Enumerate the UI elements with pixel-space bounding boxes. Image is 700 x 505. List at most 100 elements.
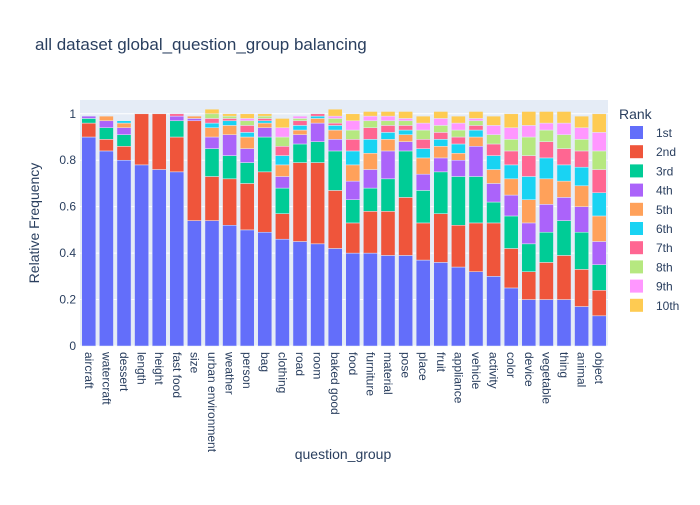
bar-segment	[415, 115, 431, 124]
bar-segment	[380, 132, 396, 140]
bar-segment	[204, 122, 220, 128]
bar-segment	[574, 150, 589, 168]
legend-item-label: 4th	[656, 184, 673, 198]
bar-segment	[239, 120, 255, 126]
bar-segment	[503, 178, 519, 196]
x-tick-label: watercraft	[99, 351, 113, 405]
legend[interactable]: Rank 1st 2nd 3rd 4th 5th 6th 7th 8th 9th 10th	[619, 106, 679, 313]
bar-segment	[257, 115, 273, 119]
bar-segment	[204, 148, 220, 177]
bar-segment	[327, 122, 343, 126]
bar-segment	[556, 180, 572, 198]
bar-segment	[433, 125, 449, 133]
legend-item-label: 1st	[656, 126, 673, 140]
bar-segment	[310, 115, 325, 119]
bar-segment	[521, 199, 537, 224]
bar-segment	[486, 169, 501, 184]
bar-segment	[486, 155, 501, 170]
chart-title: all dataset global_question_group balanc…	[35, 35, 367, 54]
bar-segment	[363, 139, 378, 154]
bar-segment	[556, 220, 572, 256]
bar-segment	[310, 162, 325, 245]
bar-segment	[503, 139, 519, 152]
bar-segment	[239, 183, 255, 231]
bar-segment	[415, 148, 431, 159]
bar-segment	[415, 129, 431, 140]
bar-segment	[275, 238, 290, 347]
x-tick-label: size	[187, 352, 201, 374]
bar-segment	[556, 122, 572, 135]
bar-segment	[380, 115, 396, 122]
bar-segment	[99, 150, 114, 347]
bar-segment	[327, 248, 343, 347]
bar-segment	[239, 229, 255, 347]
x-tick-label: pose	[399, 352, 413, 378]
bar-segment	[204, 220, 220, 347]
bar-segment	[222, 120, 237, 126]
bar-segment	[345, 252, 361, 347]
bar-segment	[380, 139, 396, 152]
bar-segment	[380, 255, 396, 347]
bar-segment	[81, 122, 97, 138]
x-tick-label: thing	[557, 352, 571, 378]
bar-segment	[556, 164, 572, 182]
bar-segment	[591, 132, 607, 152]
legend-item-label: 9th	[656, 280, 673, 294]
bar-segment	[521, 155, 537, 177]
plot-area	[80, 100, 608, 346]
bar-segment	[398, 129, 413, 135]
bar-segment	[257, 171, 273, 233]
bar-segment	[486, 222, 501, 277]
bar-segment	[222, 113, 237, 117]
bar-segment	[275, 127, 290, 138]
bar-segment	[151, 113, 167, 170]
y-tick-label: 0.4	[59, 246, 76, 260]
bar-segment	[521, 222, 537, 245]
bar-segment	[345, 180, 361, 200]
bar-segment	[239, 113, 255, 119]
bar-segment	[222, 115, 237, 119]
bar-segment	[574, 306, 589, 347]
bar-segment	[310, 122, 325, 142]
bar-segment	[169, 120, 185, 138]
bar-segment	[292, 118, 308, 122]
bar-segment	[380, 150, 396, 180]
bar-segment	[345, 139, 361, 152]
bar-segment	[292, 134, 308, 145]
bar-segment	[486, 115, 501, 126]
x-axis-ticks: aircraft watercraft dessert length height fas…	[82, 351, 606, 453]
bar-segment	[486, 183, 501, 203]
bar-segment	[310, 141, 325, 163]
bar-segment	[521, 243, 537, 272]
bar-segment	[292, 115, 308, 119]
bar-segment	[433, 118, 449, 126]
bar-segment	[398, 125, 413, 131]
bar-segment	[345, 113, 361, 122]
bar-segment	[116, 159, 132, 347]
bar-segment	[134, 164, 149, 347]
bar-segment	[204, 108, 220, 115]
bar-segment	[345, 164, 361, 182]
bar-segment	[468, 271, 484, 347]
x-tick-label: material	[381, 352, 395, 395]
bar-segment	[433, 171, 449, 214]
bar-segment	[292, 120, 308, 126]
bar-segment	[574, 139, 589, 152]
bar-segment	[468, 111, 484, 119]
legend-swatch	[630, 260, 643, 274]
bar-segment	[574, 127, 589, 140]
bar-segment	[275, 176, 290, 189]
bar-segment	[486, 143, 501, 156]
bar-segment	[451, 176, 466, 226]
bar-segment	[433, 139, 449, 147]
bar-segment	[468, 118, 484, 122]
legend-swatch	[630, 126, 643, 139]
bar-segment	[116, 134, 132, 147]
bar-segment	[169, 171, 185, 347]
bar-segment	[433, 111, 449, 119]
bar-segment	[486, 134, 501, 145]
bar-segment	[398, 120, 413, 126]
legend-swatch	[630, 145, 643, 159]
bar-segment	[239, 136, 255, 149]
